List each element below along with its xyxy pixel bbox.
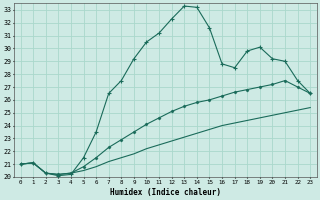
X-axis label: Humidex (Indice chaleur): Humidex (Indice chaleur) [110, 188, 221, 197]
